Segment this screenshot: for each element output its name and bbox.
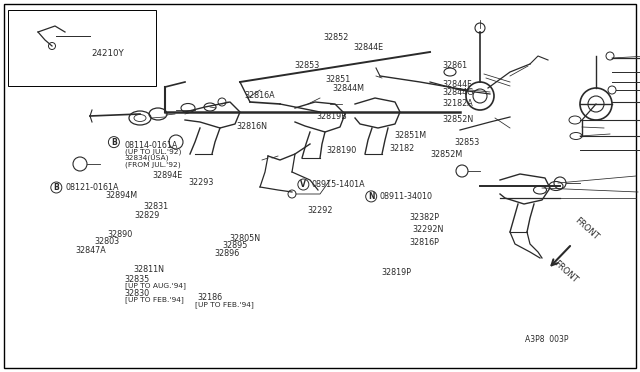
Text: 32819B: 32819B (316, 112, 347, 121)
Text: 32292: 32292 (307, 206, 333, 215)
Text: 32851M: 32851M (395, 131, 427, 140)
Text: 32293: 32293 (189, 178, 214, 187)
Text: 32382P: 32382P (410, 214, 440, 222)
Text: 32829: 32829 (134, 211, 160, 220)
Text: FRONT: FRONT (552, 259, 579, 285)
Text: 32852M: 32852M (430, 150, 462, 159)
Text: 32816N: 32816N (237, 122, 268, 131)
Bar (8, 10, 156, 86)
Text: [UP TO FEB.'94]: [UP TO FEB.'94] (195, 301, 254, 308)
Text: 32853: 32853 (294, 61, 319, 70)
Text: 32811N: 32811N (133, 265, 164, 274)
Text: 32844M: 32844M (333, 84, 365, 93)
Text: 32182: 32182 (389, 144, 414, 153)
Text: 328190: 328190 (326, 146, 356, 155)
Text: 32831: 32831 (143, 202, 168, 211)
Text: B: B (54, 183, 59, 192)
Text: (UP TO JUL.'92): (UP TO JUL.'92) (125, 148, 181, 155)
Text: 32861: 32861 (443, 61, 468, 70)
Text: [UP TO FEB.'94]: [UP TO FEB.'94] (125, 296, 184, 303)
Text: 32803: 32803 (95, 237, 120, 246)
Text: 32805N: 32805N (229, 234, 260, 243)
Text: 08915-1401A: 08915-1401A (311, 180, 365, 189)
Text: 32852N: 32852N (443, 115, 474, 124)
Text: (FROM JUL.'92): (FROM JUL.'92) (125, 161, 180, 168)
Text: 32852: 32852 (323, 33, 349, 42)
Text: 32186: 32186 (197, 293, 222, 302)
Text: 32292N: 32292N (412, 225, 444, 234)
Text: 32895: 32895 (223, 241, 248, 250)
Text: 32816P: 32816P (410, 238, 440, 247)
Text: A3P8  003P: A3P8 003P (525, 335, 568, 344)
Text: 24210Y: 24210Y (91, 49, 124, 58)
Text: V: V (300, 180, 307, 189)
Text: 32830: 32830 (125, 289, 150, 298)
Text: 32896: 32896 (214, 249, 239, 258)
Text: 32890: 32890 (108, 230, 132, 239)
Text: [UP TO AUG.'94]: [UP TO AUG.'94] (125, 282, 186, 289)
Text: 32847A: 32847A (76, 246, 106, 255)
Text: N: N (368, 192, 374, 201)
Text: 32851: 32851 (325, 75, 350, 84)
Text: 32816A: 32816A (244, 92, 275, 100)
Text: B: B (111, 138, 116, 147)
Text: 32844G: 32844G (443, 88, 474, 97)
Text: 08911-34010: 08911-34010 (380, 192, 433, 201)
Text: 08114-0161A: 08114-0161A (125, 141, 178, 150)
Text: 32834(USA): 32834(USA) (125, 155, 170, 161)
Text: 32853: 32853 (454, 138, 479, 147)
Text: 32819P: 32819P (381, 268, 412, 277)
Text: FRONT: FRONT (573, 216, 600, 242)
Text: 32894M: 32894M (105, 191, 137, 200)
Text: 08121-0161A: 08121-0161A (65, 183, 119, 192)
Text: 32182A: 32182A (443, 99, 474, 108)
Text: 32844E: 32844E (354, 43, 384, 52)
Text: 32894E: 32894E (152, 171, 182, 180)
Text: 32835: 32835 (125, 275, 150, 283)
Text: 32844F: 32844F (443, 80, 472, 89)
